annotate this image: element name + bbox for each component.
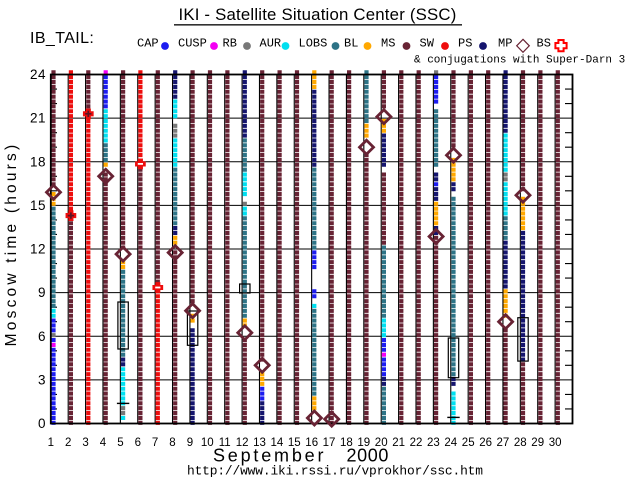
svg-text:http://www.iki.rssi.ru/vprokho: http://www.iki.rssi.ru/vprokhor/ssc.htm [187,464,483,479]
svg-text:18: 18 [30,154,46,169]
svg-text:16: 16 [305,437,318,449]
svg-text:2: 2 [65,437,71,449]
svg-text:7: 7 [152,437,158,449]
svg-text:1: 1 [48,437,54,449]
svg-text:2000: 2000 [347,446,389,466]
svg-text:17: 17 [323,437,336,449]
svg-text:5: 5 [117,437,123,449]
svg-text:15: 15 [288,437,301,449]
svg-text:29: 29 [531,437,544,449]
svg-text:3: 3 [82,437,88,449]
svg-text:September: September [213,446,326,466]
svg-text:MS: MS [381,36,395,50]
svg-text:24: 24 [444,437,457,449]
svg-text:21: 21 [392,437,405,449]
svg-text:28: 28 [514,437,527,449]
svg-text:27: 27 [497,437,510,449]
svg-text:13: 13 [253,437,266,449]
svg-text:6: 6 [135,437,141,449]
svg-text:12: 12 [30,242,46,257]
svg-text:BL: BL [344,36,358,50]
svg-text:BS: BS [537,36,551,50]
svg-text:25: 25 [462,437,475,449]
svg-text:22: 22 [410,437,423,449]
svg-text:8: 8 [169,437,175,449]
svg-text:SW: SW [420,36,435,50]
svg-text:PS: PS [458,36,472,50]
svg-text:24: 24 [30,67,46,82]
svg-text:CAP: CAP [137,36,159,50]
svg-text:14: 14 [271,437,284,449]
svg-text:MP: MP [498,36,512,50]
svg-text:21: 21 [30,111,46,126]
svg-text:20: 20 [375,437,388,449]
svg-text:Moscow time (hours): Moscow time (hours) [3,142,20,347]
svg-text:18: 18 [340,437,353,449]
svg-text:IKI - Satellite Situation Cent: IKI - Satellite Situation Center (SSC) [178,5,456,24]
svg-text:26: 26 [479,437,492,449]
svg-text:4: 4 [100,437,107,449]
svg-text:11: 11 [219,437,231,449]
svg-text:30: 30 [549,437,562,449]
svg-text:AUR: AUR [260,36,282,50]
svg-text:LOBS: LOBS [299,36,328,50]
svg-text:6: 6 [38,329,46,344]
svg-text:15: 15 [30,198,46,213]
svg-text:12: 12 [236,437,249,449]
svg-text:9: 9 [38,285,46,300]
svg-text:RB: RB [223,36,237,50]
svg-text:IB_TAIL:: IB_TAIL: [30,30,94,47]
svg-text:10: 10 [201,437,214,449]
svg-text:19: 19 [357,437,370,449]
svg-text:9: 9 [187,437,193,449]
svg-text:CUSP: CUSP [178,36,207,50]
svg-text:& conjugations with Super-Darn: & conjugations with Super-Darn 3 [414,54,625,66]
svg-text:0: 0 [38,416,46,431]
svg-text:23: 23 [427,437,440,449]
svg-text:3: 3 [38,373,46,388]
